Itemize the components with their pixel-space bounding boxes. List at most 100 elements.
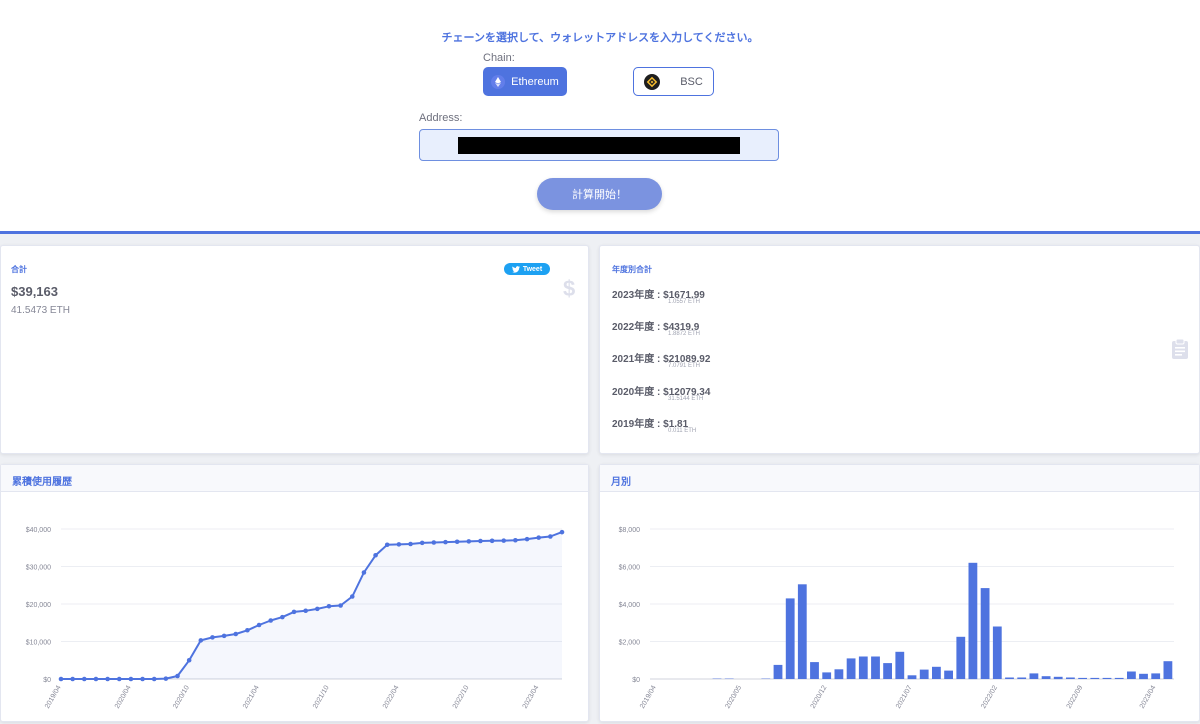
bar[interactable] (907, 675, 917, 680)
data-point[interactable] (384, 542, 390, 548)
bar[interactable] (785, 598, 795, 679)
y-tick-label: $6,000 (619, 565, 641, 572)
data-point[interactable] (151, 676, 157, 682)
bar[interactable] (797, 584, 807, 679)
data-point[interactable] (548, 534, 553, 539)
data-point[interactable] (419, 540, 425, 546)
redacted-address (458, 137, 740, 154)
bar[interactable] (822, 672, 832, 679)
ethereum-icon (491, 74, 506, 89)
bar[interactable] (1017, 677, 1027, 680)
bar[interactable] (956, 636, 966, 679)
monthly-bar-chart: $0 $2,000 $4,000 $6,000 $8,000 2019/04 2020/05… (619, 527, 1174, 710)
bar[interactable] (980, 588, 990, 679)
total-usd: $39,163 (11, 284, 58, 299)
bar[interactable] (1127, 671, 1136, 680)
data-point[interactable] (524, 536, 530, 542)
data-point[interactable] (478, 538, 483, 544)
data-point[interactable] (349, 594, 355, 599)
data-point[interactable] (373, 552, 378, 558)
chain-bsc-button[interactable]: BSC (633, 67, 714, 96)
data-point[interactable] (454, 539, 460, 545)
bar[interactable] (846, 658, 856, 679)
instruction-text: チェーンを選択して、ウォレットアドレスを入力してください。 (441, 32, 759, 44)
data-point[interactable] (198, 638, 204, 643)
bar[interactable] (1114, 677, 1124, 679)
bar[interactable] (871, 656, 880, 680)
bar[interactable] (1029, 673, 1039, 679)
bar[interactable] (810, 662, 819, 679)
data-point[interactable] (326, 603, 332, 609)
data-point[interactable] (116, 676, 122, 682)
yearly-row: 2023年度 : $1671.99 1.0557 ETH (612, 286, 705, 305)
yearly-row-amount: 2019年度 : $1.81 (612, 419, 689, 430)
bar[interactable] (1066, 677, 1075, 680)
yearly-row-eth: 0.011 ETH (668, 428, 697, 434)
bar[interactable] (1041, 676, 1051, 679)
bar[interactable] (1151, 673, 1161, 679)
data-point[interactable] (128, 676, 134, 682)
data-point[interactable] (221, 633, 227, 639)
data-point[interactable] (256, 622, 262, 628)
data-point[interactable] (233, 631, 239, 637)
bar[interactable] (968, 562, 978, 680)
bar[interactable] (992, 626, 1002, 680)
data-point[interactable] (58, 676, 64, 682)
yearly-row-amount: 2022年度 : $4319.9 (612, 322, 700, 333)
data-point[interactable] (315, 606, 320, 612)
address-input[interactable] (419, 129, 779, 161)
bar[interactable] (1053, 676, 1063, 680)
bar[interactable] (1102, 677, 1112, 679)
data-point[interactable] (210, 635, 215, 640)
data-point[interactable] (245, 627, 250, 633)
data-point[interactable] (466, 539, 472, 544)
data-point[interactable] (140, 676, 145, 682)
bar[interactable] (1078, 677, 1087, 679)
data-point[interactable] (431, 540, 437, 545)
data-point[interactable] (338, 603, 343, 608)
x-tick-label: 2020/12 (810, 684, 829, 710)
data-point[interactable] (396, 542, 402, 547)
x-tick-label: 2022/02 (980, 684, 999, 710)
data-point[interactable] (489, 538, 495, 544)
data-point[interactable] (536, 535, 541, 540)
data-point[interactable] (93, 676, 99, 682)
data-point[interactable] (501, 538, 507, 543)
bar[interactable] (883, 663, 892, 679)
data-point[interactable] (291, 609, 297, 615)
data-point[interactable] (559, 529, 565, 535)
start-calculation-button[interactable]: 計算開始！ (537, 178, 662, 210)
monthly-chart-card: 月別 $0 $2,000 $4,000 $6,000 $8,000 2019/04 2020… (599, 464, 1200, 722)
data-point[interactable] (513, 537, 518, 543)
bar[interactable] (919, 669, 929, 679)
bar[interactable] (858, 656, 868, 680)
data-point[interactable] (303, 608, 308, 614)
data-point[interactable] (70, 676, 75, 682)
bar[interactable] (895, 651, 905, 679)
bar[interactable] (1163, 661, 1173, 679)
bar[interactable] (1090, 677, 1100, 679)
data-point[interactable] (82, 676, 87, 682)
bar[interactable] (932, 666, 941, 679)
x-tick-label: 2022/09 (1066, 684, 1085, 710)
data-point[interactable] (186, 657, 192, 663)
bar[interactable] (834, 669, 844, 680)
bar[interactable] (773, 664, 783, 679)
data-point[interactable] (280, 614, 285, 620)
input-panel: チェーンを選択して、ウォレットアドレスを入力してください。 Chain: Eth… (0, 0, 1200, 234)
y-tick-label: $8,000 (619, 527, 641, 534)
yearly-card (599, 245, 1200, 454)
bar[interactable] (1005, 677, 1014, 680)
data-point[interactable] (105, 676, 110, 682)
data-point[interactable] (408, 541, 413, 547)
data-point[interactable] (443, 539, 448, 545)
chain-ethereum-button[interactable]: Ethereum (483, 67, 567, 96)
tweet-button[interactable]: Tweet (504, 263, 550, 275)
data-point[interactable] (163, 676, 169, 681)
bar[interactable] (1139, 673, 1148, 680)
data-point[interactable] (268, 618, 274, 623)
cumulative-line-chart: $0 $10,000 $20,000 $30,000 $40,000 2019/04 202… (26, 527, 565, 710)
data-point[interactable] (361, 570, 367, 575)
data-point[interactable] (175, 673, 180, 679)
bar[interactable] (944, 670, 953, 679)
